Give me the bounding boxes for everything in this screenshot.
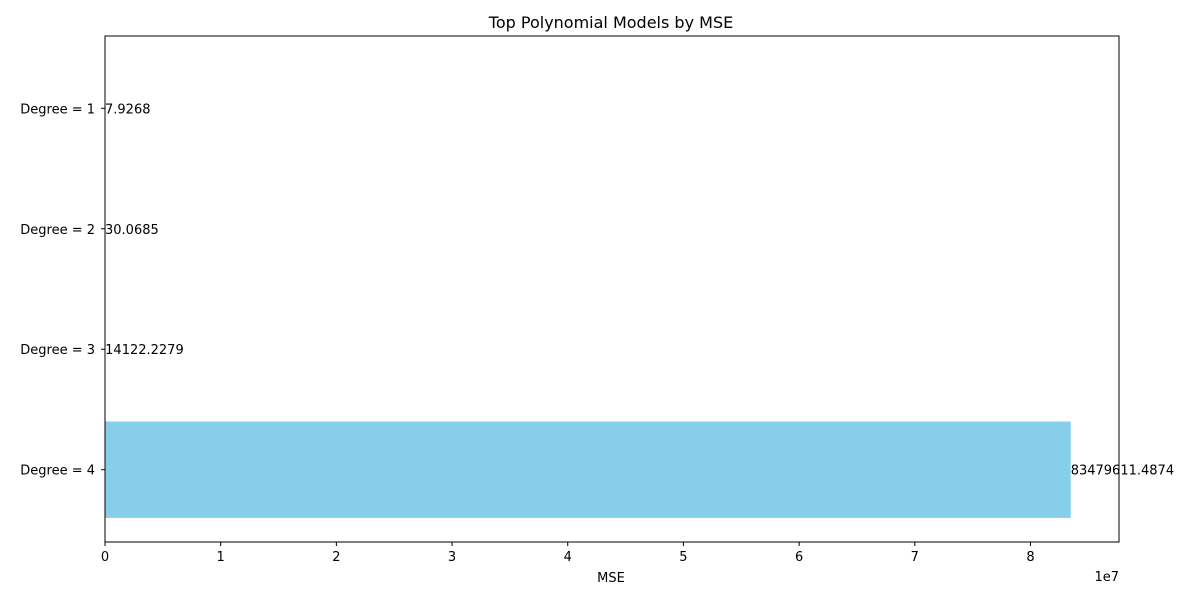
bar-value-label: 14122.2279 xyxy=(105,343,184,358)
x-axis-label: MSE xyxy=(597,571,625,586)
x-tick-label: 0 xyxy=(101,550,109,565)
x-tick-label: 6 xyxy=(795,550,803,565)
chart-title: Top Polynomial Models by MSE xyxy=(488,13,733,32)
data-labels-layer: 7.9268 30.0685 14122.2279 83479611.4874 xyxy=(105,102,1174,478)
x-tick-label: 4 xyxy=(564,550,572,565)
plot-frame xyxy=(104,35,1120,543)
x-tick-label: 7 xyxy=(911,550,919,565)
bar-value-label: 83479611.4874 xyxy=(1071,464,1174,479)
x-axis-scale-note: 1e7 xyxy=(1094,570,1119,585)
x-axis: 0 1 2 3 4 5 6 7 8 xyxy=(101,542,1035,565)
bar xyxy=(105,421,1071,518)
bar-value-label: 7.9268 xyxy=(105,102,151,117)
bars-layer xyxy=(105,60,1071,518)
bar-value-label: 30.0685 xyxy=(105,223,159,238)
x-tick-label: 2 xyxy=(332,550,340,565)
y-axis: Degree = 1 Degree = 2 Degree = 3 Degree = 4 xyxy=(20,102,105,479)
y-tick-label: Degree = 2 xyxy=(20,223,95,238)
x-tick-label: 3 xyxy=(448,550,456,565)
y-tick-label: Degree = 4 xyxy=(20,464,95,479)
x-tick-label: 8 xyxy=(1026,550,1034,565)
y-tick-label: Degree = 1 xyxy=(20,102,95,117)
y-tick-label: Degree = 3 xyxy=(20,343,95,358)
x-tick-label: 1 xyxy=(217,550,225,565)
x-tick-label: 5 xyxy=(679,550,687,565)
